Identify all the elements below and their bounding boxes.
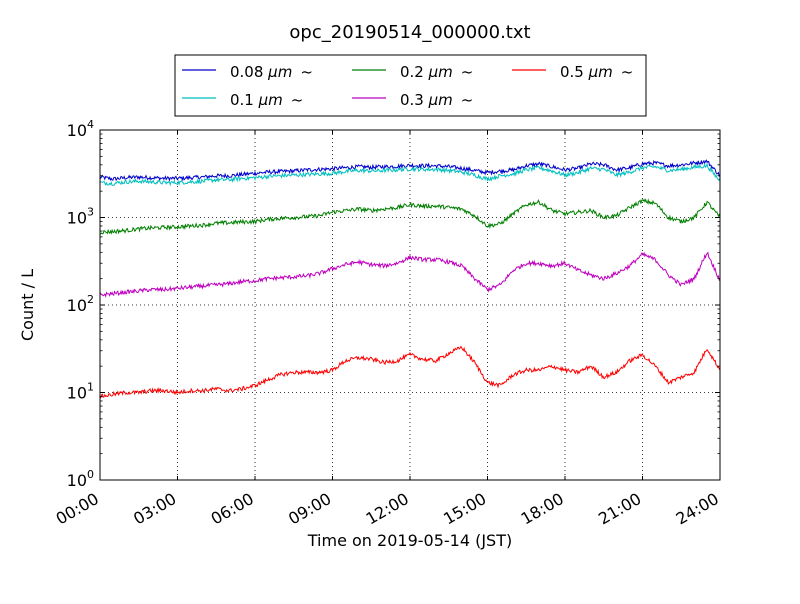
y-tick-base: 10 (67, 296, 87, 315)
chart-title: opc_20190514_000000.txt (289, 22, 530, 43)
legend-label-unit: μm (428, 91, 453, 109)
series-line-0 (99, 159, 721, 182)
y-tick-exponent: 3 (87, 206, 94, 219)
y-tick-base: 10 (67, 121, 87, 140)
legend-label-3: 0.3 μm ~ (400, 91, 473, 109)
y-tick-label: 100 (67, 468, 94, 490)
series-line-1 (99, 162, 721, 187)
legend-label-unit: μm (428, 63, 453, 81)
legend-label-size: 0.2 (400, 63, 429, 81)
y-tick-label: 102 (67, 293, 94, 315)
legend-label-4: 0.5 μm ~ (560, 63, 633, 81)
x-axis-label: Time on 2019-05-14 (JST) (307, 531, 512, 550)
legend-label-size: 0.08 (230, 63, 268, 81)
grid-lines (100, 130, 720, 480)
series-line-3 (99, 251, 721, 298)
legend-label-unit: μm (258, 91, 283, 109)
legend-label-1: 0.1 μm ~ (230, 91, 303, 109)
y-tick-label: 104 (67, 118, 94, 140)
y-tick-exponent: 2 (87, 293, 94, 306)
legend-label-0: 0.08 μm ~ (230, 63, 313, 81)
legend-label-2: 0.2 μm ~ (400, 63, 473, 81)
y-tick-exponent: 4 (87, 118, 94, 131)
series-line-2 (99, 198, 721, 235)
legend: 0.08 μm ~0.1 μm ~0.2 μm ~0.3 μm ~0.5 μm ~ (174, 54, 647, 117)
legend-box (174, 54, 647, 117)
legend-label-unit: μm (267, 63, 292, 81)
legend-label-tilde: ~ (300, 63, 313, 81)
y-tick-base: 10 (67, 471, 87, 490)
legend-label-size: 0.1 (230, 91, 259, 109)
y-tick-exponent: 1 (87, 381, 94, 394)
y-tick-label: 103 (67, 206, 94, 228)
y-axis-label: Count / L (18, 269, 37, 341)
legend-label-unit: μm (588, 63, 613, 81)
legend-label-tilde: ~ (461, 63, 474, 81)
y-tick-exponent: 0 (87, 468, 94, 481)
legend-label-size: 0.5 (560, 63, 589, 81)
legend-label-tilde: ~ (621, 63, 634, 81)
legend-label-size: 0.3 (400, 91, 429, 109)
legend-label-tilde: ~ (461, 91, 474, 109)
series-layer (99, 159, 721, 399)
legend-label-tilde: ~ (291, 91, 304, 109)
y-tick-base: 10 (67, 209, 87, 228)
y-tick-label: 101 (67, 381, 94, 403)
series-line-4 (99, 345, 721, 399)
y-tick-base: 10 (67, 384, 87, 403)
